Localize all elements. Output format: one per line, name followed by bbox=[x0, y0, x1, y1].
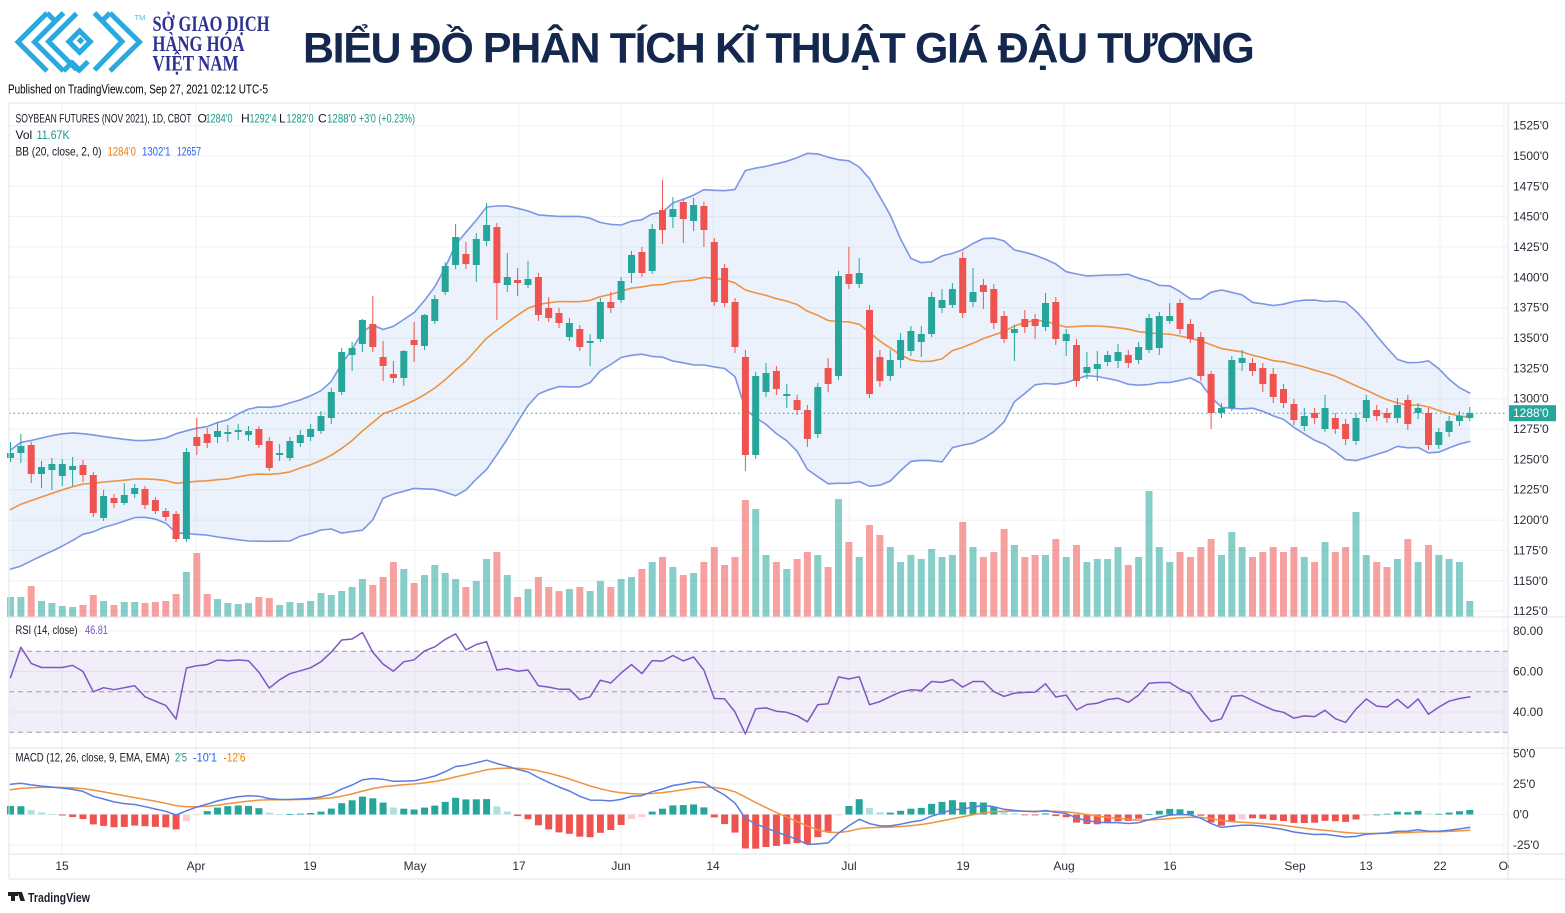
svg-text:TradingView: TradingView bbox=[28, 891, 90, 905]
svg-text:-12'6: -12'6 bbox=[224, 751, 246, 765]
svg-text:1450'0: 1450'0 bbox=[1513, 210, 1549, 224]
svg-text:+3'0 (+0.23%): +3'0 (+0.23%) bbox=[359, 112, 415, 126]
svg-text:19: 19 bbox=[956, 859, 970, 873]
svg-text:Vol: Vol bbox=[16, 128, 33, 142]
svg-text:0'0: 0'0 bbox=[1513, 808, 1529, 822]
svg-text:1284'0: 1284'0 bbox=[206, 112, 233, 126]
svg-text:1325'0: 1325'0 bbox=[1513, 361, 1549, 375]
svg-text:16: 16 bbox=[1163, 859, 1177, 873]
svg-text:1400'0: 1400'0 bbox=[1513, 270, 1549, 284]
svg-text:1300'0: 1300'0 bbox=[1513, 392, 1549, 406]
svg-text:SOYBEAN FUTURES (NOV 2021), 1D: SOYBEAN FUTURES (NOV 2021), 1D, CBOT bbox=[16, 112, 192, 126]
svg-text:1284'0: 1284'0 bbox=[108, 145, 137, 159]
svg-text:TM: TM bbox=[135, 13, 146, 22]
svg-text:13: 13 bbox=[1359, 859, 1373, 873]
svg-text:1175'0: 1175'0 bbox=[1513, 543, 1548, 557]
svg-text:1475'0: 1475'0 bbox=[1513, 179, 1549, 193]
svg-text:-25'0: -25'0 bbox=[1513, 838, 1540, 852]
svg-text:1275'0: 1275'0 bbox=[1513, 422, 1549, 436]
svg-text:19: 19 bbox=[303, 859, 317, 873]
svg-text:25'0: 25'0 bbox=[1513, 777, 1536, 791]
svg-text:1375'0: 1375'0 bbox=[1513, 301, 1549, 315]
svg-text:SỞ GIAO DỊCH: SỞ GIAO DỊCH bbox=[153, 11, 270, 36]
svg-text:Jun: Jun bbox=[611, 859, 630, 873]
svg-text:12657: 12657 bbox=[177, 145, 201, 159]
svg-text:11.67K: 11.67K bbox=[37, 128, 70, 142]
svg-text:22: 22 bbox=[1433, 859, 1447, 873]
svg-text:2'5: 2'5 bbox=[175, 751, 187, 765]
svg-text:HÀNG HÓA: HÀNG HÓA bbox=[153, 30, 246, 56]
svg-text:1350'0: 1350'0 bbox=[1513, 331, 1549, 345]
svg-text:1225'0: 1225'0 bbox=[1513, 483, 1549, 497]
svg-text:46.81: 46.81 bbox=[85, 623, 108, 637]
svg-text:1425'0: 1425'0 bbox=[1513, 240, 1549, 254]
svg-text:1500'0: 1500'0 bbox=[1513, 149, 1549, 163]
svg-text:14: 14 bbox=[706, 859, 720, 873]
svg-text:17: 17 bbox=[512, 859, 526, 873]
svg-text:C: C bbox=[318, 112, 327, 126]
svg-text:Aug: Aug bbox=[1053, 859, 1074, 873]
svg-text:1288'0: 1288'0 bbox=[327, 112, 356, 126]
svg-text:Sep: Sep bbox=[1284, 859, 1306, 873]
svg-text:1525'0: 1525'0 bbox=[1513, 119, 1549, 133]
svg-text:1282'0: 1282'0 bbox=[287, 112, 314, 126]
svg-text:1200'0: 1200'0 bbox=[1513, 513, 1549, 527]
svg-text:1302'1: 1302'1 bbox=[142, 145, 171, 159]
svg-text:60.00: 60.00 bbox=[1513, 665, 1543, 679]
svg-text:40.00: 40.00 bbox=[1513, 705, 1543, 719]
svg-text:Published on TradingView.com,: Published on TradingView.com, Sep 27, 20… bbox=[8, 83, 268, 97]
svg-text:BIỂU ĐỒ PHÂN TÍCH KĨ THUẬT GIÁ: BIỂU ĐỒ PHÂN TÍCH KĨ THUẬT GIÁ ĐẬU TƯƠNG bbox=[303, 23, 1253, 72]
svg-text:RSI (14, close): RSI (14, close) bbox=[16, 623, 78, 637]
svg-text:1292'4: 1292'4 bbox=[250, 112, 277, 126]
svg-text:1250'0: 1250'0 bbox=[1513, 452, 1549, 466]
svg-text:Apr: Apr bbox=[187, 859, 206, 873]
svg-text:-10'1: -10'1 bbox=[193, 751, 217, 765]
svg-text:BB (20, close, 2, 0): BB (20, close, 2, 0) bbox=[16, 145, 102, 159]
svg-text:50'0: 50'0 bbox=[1513, 747, 1536, 761]
svg-text:O: O bbox=[198, 112, 207, 126]
svg-text:VIỆT NAM: VIỆT NAM bbox=[153, 50, 239, 75]
svg-text:MACD (12, 26, close, 9, EMA, E: MACD (12, 26, close, 9, EMA, EMA) bbox=[16, 751, 170, 765]
svg-text:80.00: 80.00 bbox=[1513, 624, 1543, 638]
svg-text:L: L bbox=[279, 112, 286, 126]
svg-text:1288'0: 1288'0 bbox=[1513, 406, 1549, 420]
svg-text:15: 15 bbox=[55, 859, 69, 873]
svg-text:May: May bbox=[404, 859, 427, 873]
svg-text:Jul: Jul bbox=[841, 859, 856, 873]
svg-text:1150'0: 1150'0 bbox=[1513, 574, 1548, 588]
svg-text:H: H bbox=[241, 112, 250, 126]
svg-text:1125'0: 1125'0 bbox=[1513, 604, 1548, 618]
